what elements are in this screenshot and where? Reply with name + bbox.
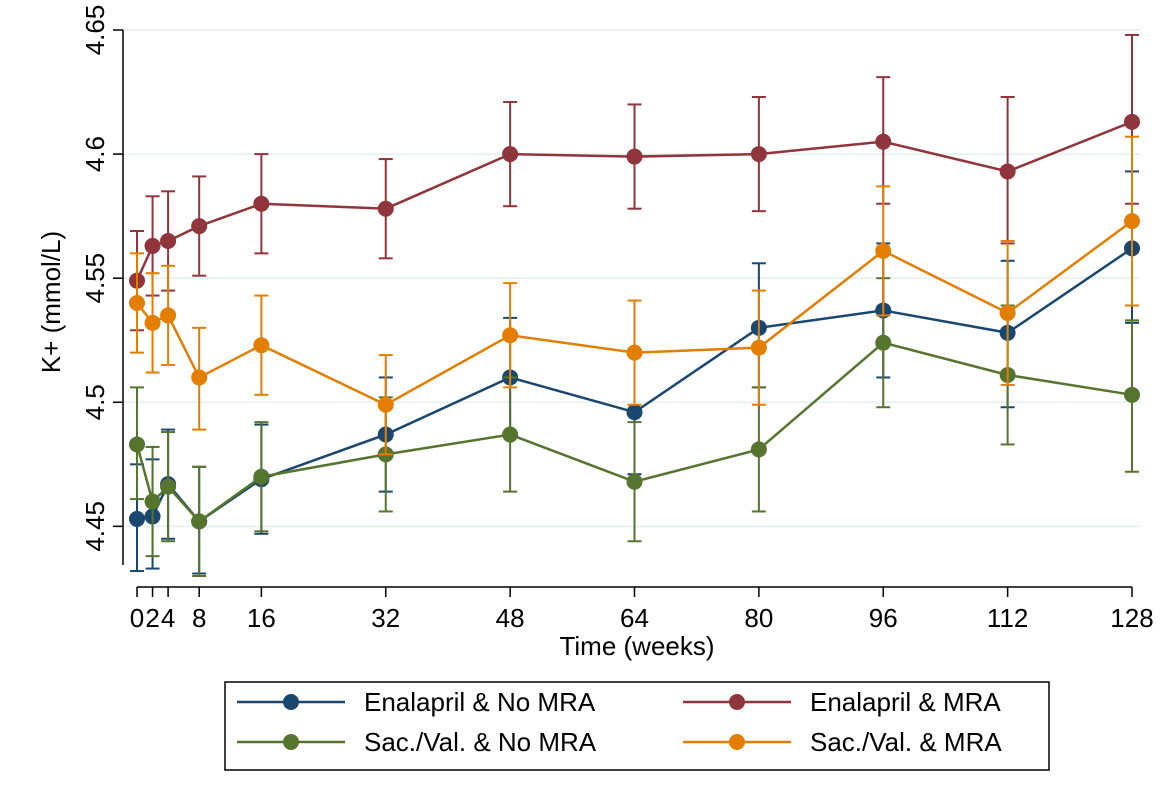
x-tick-label: 16 — [247, 603, 276, 633]
x-tick-label: 0 — [130, 603, 144, 633]
data-point — [1124, 113, 1140, 130]
legend-label: Enalapril & MRA — [810, 687, 1001, 717]
x-tick-label: 48 — [496, 603, 525, 633]
data-point — [144, 493, 161, 510]
data-point — [626, 344, 643, 361]
data-point — [502, 146, 519, 163]
legend-item: Sac./Val. & No MRA — [237, 727, 597, 757]
y-axis-ticks: 4.45 4.5 4.55 4.6 4.65 — [80, 5, 123, 552]
x-tick-label: 2 — [145, 603, 159, 633]
data-point — [750, 441, 767, 458]
data-point — [253, 468, 270, 485]
data-point — [502, 327, 519, 344]
legend-label: Enalapril & No MRA — [364, 687, 596, 717]
legend-swatch-marker — [729, 734, 745, 750]
data-point — [160, 232, 177, 249]
data-point — [191, 218, 208, 235]
data-point — [129, 510, 145, 527]
legend-item: Enalapril & MRA — [683, 687, 1001, 717]
legend: Enalapril & No MRA Enalapril & MRA Sac./Va… — [224, 681, 1050, 771]
x-tick-label: 4 — [161, 603, 175, 633]
data-point — [377, 200, 394, 217]
data-point — [144, 237, 161, 254]
data-point — [1124, 213, 1140, 230]
data-point — [875, 334, 892, 351]
data-point — [377, 396, 394, 413]
y-tick-label: 4.45 — [80, 501, 110, 552]
series-group — [129, 33, 1140, 577]
data-point — [999, 163, 1016, 180]
data-point — [191, 369, 208, 386]
data-point — [750, 339, 767, 356]
series-1 — [129, 33, 1140, 332]
legend-label: Sac./Val. & MRA — [810, 727, 1002, 757]
data-point — [626, 404, 643, 421]
gridlines — [123, 29, 1140, 528]
data-point — [750, 146, 767, 163]
x-tick-label: 128 — [1110, 603, 1153, 633]
data-point — [129, 436, 145, 453]
data-point — [999, 304, 1016, 321]
x-axis-title: Time (weeks) — [559, 631, 714, 661]
legend-swatch-marker — [283, 734, 299, 750]
data-point — [144, 314, 161, 331]
x-tick-label: 32 — [371, 603, 400, 633]
x-tick-label: 96 — [869, 603, 898, 633]
y-axis-title: K+ (mmol/L) — [36, 231, 66, 373]
data-point — [129, 295, 145, 311]
data-point — [626, 473, 643, 490]
legend-item: Sac./Val. & MRA — [683, 727, 1002, 757]
data-point — [160, 478, 177, 495]
data-point — [502, 426, 519, 443]
legend-swatch-marker — [283, 694, 299, 710]
data-point — [875, 242, 892, 259]
data-point — [253, 195, 270, 212]
y-tick-label: 4.5 — [80, 384, 110, 420]
x-tick-label: 80 — [744, 603, 773, 633]
data-point — [253, 337, 270, 354]
data-point — [191, 513, 208, 530]
legend-box — [224, 681, 1050, 771]
legend-label: Sac./Val. & No MRA — [364, 727, 597, 757]
legend-swatch-marker — [729, 694, 745, 710]
x-tick-label: 64 — [620, 603, 649, 633]
data-point — [1124, 386, 1140, 403]
x-axis-ticks: 0 2 4 8 16 32 48 64 80 96 112 128 — [130, 587, 1154, 633]
series-3 — [129, 135, 1140, 456]
data-point — [626, 148, 643, 165]
data-point — [875, 133, 892, 150]
series-2 — [129, 277, 1140, 577]
legend-item: Enalapril & No MRA — [237, 687, 596, 717]
x-tick-label: 8 — [192, 603, 206, 633]
y-tick-label: 4.6 — [80, 136, 110, 172]
y-tick-label: 4.65 — [80, 5, 110, 56]
data-point — [160, 307, 177, 324]
x-tick-label: 112 — [987, 603, 1028, 633]
y-tick-label: 4.55 — [80, 253, 110, 304]
